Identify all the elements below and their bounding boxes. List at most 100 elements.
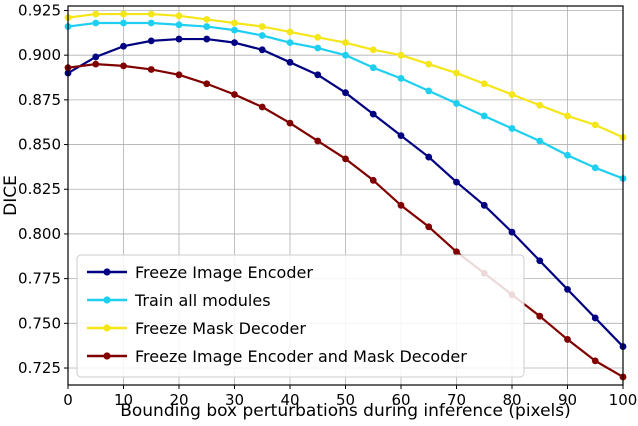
data-point xyxy=(203,80,211,88)
data-point xyxy=(314,71,322,79)
data-point xyxy=(453,178,460,186)
data-point xyxy=(203,35,211,43)
data-point xyxy=(425,60,433,68)
data-point xyxy=(231,91,238,98)
data-point xyxy=(342,39,349,47)
data-point xyxy=(480,112,488,120)
data-point xyxy=(425,223,433,231)
y-tick-label: 0.925 xyxy=(18,1,61,19)
data-point xyxy=(425,87,433,95)
legend-marker xyxy=(103,352,111,360)
y-tick-label: 0.775 xyxy=(18,270,61,288)
data-point xyxy=(258,103,266,111)
x-tick-label: 30 xyxy=(225,391,244,409)
data-point xyxy=(342,89,349,97)
data-point xyxy=(231,26,238,34)
data-point xyxy=(508,91,516,98)
x-tick-label: 0 xyxy=(63,391,73,409)
data-point xyxy=(120,62,127,70)
x-tick-label: 50 xyxy=(336,391,355,409)
data-point xyxy=(536,257,544,265)
data-point xyxy=(203,23,211,30)
legend-marker xyxy=(103,324,111,332)
x-tick-label: 100 xyxy=(609,391,638,409)
axis-ticks: 0 10 20 30 40 50 60 70 80 90 100 0.725 0.750 0.775 0.8… xyxy=(18,1,637,409)
data-point xyxy=(342,155,349,163)
data-point xyxy=(147,19,155,27)
data-point xyxy=(258,23,266,30)
plot-series xyxy=(64,10,627,381)
x-tick-label: 80 xyxy=(502,391,521,409)
x-tick-label: 20 xyxy=(169,391,188,409)
data-point xyxy=(564,336,571,343)
data-point xyxy=(369,64,377,72)
y-tick-label: 0.850 xyxy=(18,136,61,154)
data-point xyxy=(231,19,238,27)
data-point xyxy=(92,19,100,27)
legend-label: Train all modules xyxy=(134,291,271,310)
legend-label: Freeze Image Encoder and Mask Decoder xyxy=(135,347,467,366)
data-point xyxy=(342,51,349,59)
x-tick-label: 40 xyxy=(280,391,299,409)
x-tick-label: 10 xyxy=(114,391,133,409)
data-point xyxy=(314,137,322,145)
data-point xyxy=(120,42,127,50)
x-axis-label: Bounding box perturbations during infere… xyxy=(120,401,571,421)
x-tick-label: 90 xyxy=(558,391,577,409)
data-point xyxy=(147,37,155,45)
legend-marker xyxy=(103,268,111,276)
y-axis-label: DICE xyxy=(1,175,21,216)
data-point xyxy=(369,176,377,184)
data-point xyxy=(564,112,571,120)
data-point xyxy=(147,10,155,18)
data-point xyxy=(591,357,599,365)
legend-marker xyxy=(103,296,111,304)
y-tick-label: 0.825 xyxy=(18,180,61,198)
data-point xyxy=(258,46,266,54)
data-point xyxy=(175,21,183,29)
data-point xyxy=(453,69,460,77)
data-point xyxy=(203,16,211,23)
legend-box xyxy=(76,254,525,378)
data-point xyxy=(147,66,155,73)
legend-label: Freeze Mask Decoder xyxy=(135,319,306,338)
data-point xyxy=(258,32,266,39)
x-tick-label: 60 xyxy=(391,391,410,409)
data-point xyxy=(231,39,238,47)
data-point xyxy=(397,51,405,59)
y-tick-label: 0.725 xyxy=(18,359,61,377)
legend-item: Freeze Image Encoder xyxy=(87,263,313,282)
data-point xyxy=(480,201,488,209)
data-point xyxy=(314,33,322,41)
data-point xyxy=(314,44,322,52)
data-point xyxy=(175,35,183,43)
data-point xyxy=(536,101,544,109)
data-point xyxy=(508,228,516,236)
data-point xyxy=(397,75,405,82)
series-4 xyxy=(64,60,627,381)
data-point xyxy=(480,80,488,88)
data-point xyxy=(175,12,183,20)
y-tick-label: 0.750 xyxy=(18,314,61,332)
data-point xyxy=(369,110,377,118)
data-point xyxy=(175,71,183,79)
data-point xyxy=(397,201,405,209)
y-tick-label: 0.875 xyxy=(18,91,61,109)
data-point xyxy=(92,60,100,68)
data-point xyxy=(92,10,100,18)
data-point xyxy=(286,28,294,36)
data-point xyxy=(508,125,516,132)
data-point xyxy=(425,153,433,161)
data-point xyxy=(453,100,460,107)
data-point xyxy=(591,121,599,129)
legend-item: Freeze Image Encoder and Mask Decoder xyxy=(87,347,467,366)
legend: Freeze Image Encoder Train all modules Fre… xyxy=(76,254,525,378)
x-tick-label: 70 xyxy=(447,391,466,409)
data-point xyxy=(397,132,405,140)
data-point xyxy=(536,312,544,320)
data-point xyxy=(536,137,544,145)
series-1 xyxy=(64,35,627,350)
data-point xyxy=(286,58,294,66)
